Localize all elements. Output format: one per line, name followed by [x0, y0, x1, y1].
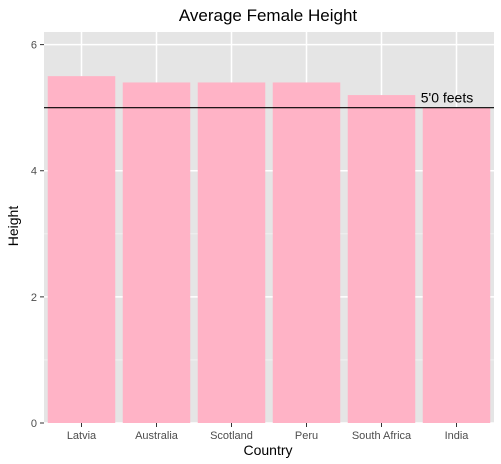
chart-title: Average Female Height	[179, 6, 358, 25]
reference-line-label: 5'0 feets	[421, 90, 474, 106]
y-tick-label: 0	[31, 418, 37, 430]
bar-peru	[272, 82, 341, 424]
bar-scotland	[197, 82, 266, 424]
x-axis-title: Country	[243, 442, 292, 458]
plot-panel	[44, 32, 494, 423]
y-axis-title: Height	[5, 206, 21, 247]
x-tick-label: Peru	[295, 430, 318, 442]
x-tick-label: Australia	[135, 430, 179, 442]
x-tick-label: India	[445, 430, 470, 442]
bar-latvia	[47, 76, 116, 423]
y-tick-label: 4	[31, 166, 37, 178]
x-tick-label: Scotland	[210, 430, 253, 442]
x-axis-ticks: Latvia Australia Scotland Peru South Africa I…	[67, 423, 469, 442]
bar-south-africa	[347, 95, 416, 423]
bars	[47, 76, 491, 424]
x-tick-label: Latvia	[67, 430, 97, 442]
bar-australia	[122, 82, 191, 424]
y-axis-ticks: 0 2 4 6	[31, 40, 44, 430]
y-tick-label: 6	[31, 40, 37, 52]
bar-india	[422, 107, 491, 423]
x-tick-label: South Africa	[352, 430, 412, 442]
y-tick-label: 2	[31, 292, 37, 304]
